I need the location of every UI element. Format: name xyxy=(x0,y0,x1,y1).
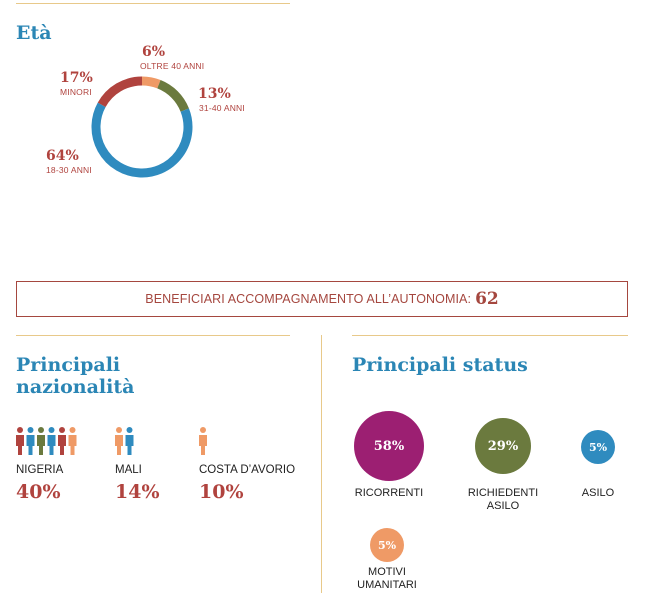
donut-slice-1 xyxy=(157,80,189,112)
age-label-18-30: 18-30 ANNI xyxy=(46,165,92,175)
status-label-richiedenti-asilo: RICHIEDENTI ASILO xyxy=(453,487,553,513)
status-circle-richiedenti-asilo: 29% xyxy=(475,418,531,474)
nationality-pct-mali: 14% xyxy=(115,481,160,503)
nationalities-heading-line1: Principali xyxy=(16,354,121,376)
age-label-pct-31-40: 13% xyxy=(198,86,231,102)
status-label-ricorrenti: RICORRENTI xyxy=(339,487,439,500)
status-pct-richiedenti-asilo: 29% xyxy=(487,438,519,454)
nationality-people-icons xyxy=(16,427,207,455)
top-rule xyxy=(16,3,290,4)
beneficiari-value: 62 xyxy=(475,289,499,309)
status-label-richiedenti-asilo-line2: ASILO xyxy=(486,500,520,512)
nationality-pct-nigeria: 40% xyxy=(16,481,61,503)
section-rule-right xyxy=(352,335,628,336)
beneficiari-label: BENEFICIARI ACCOMPAGNAMENTO ALL’AUTONOMI… xyxy=(145,292,472,306)
status-label-asilo-line1: ASILO xyxy=(581,487,615,499)
age-donut-chart xyxy=(91,76,193,178)
age-label-31-40: 31-40 ANNI xyxy=(199,103,245,113)
nationalities-heading-line2: nazionalità xyxy=(16,376,135,398)
age-heading: Età xyxy=(16,22,52,44)
nationalities-heading: Principali nazionalità xyxy=(16,354,134,398)
nationality-pct-costa-davorio: 10% xyxy=(199,481,244,503)
status-heading: Principali status xyxy=(352,354,528,376)
donut-slice-0 xyxy=(141,76,161,89)
person-icon xyxy=(26,427,35,455)
person-icon xyxy=(68,427,77,455)
status-label-motivi-umanitari-line2: UMANITARI xyxy=(357,579,417,591)
person-icon xyxy=(47,427,56,455)
age-label-pct-minori: 17% xyxy=(60,70,93,86)
status-label-motivi-umanitari: MOTIVI UMANITARI xyxy=(337,566,437,592)
status-circle-ricorrenti: 58% xyxy=(354,411,424,481)
nationality-name-nigeria: NIGERIA xyxy=(16,464,64,476)
donut-slice-3 xyxy=(97,76,143,108)
nationality-name-costa-davorio: COSTA D’AVORIO xyxy=(199,464,296,476)
nationality-name-mali: MALI xyxy=(115,464,142,476)
person-icon xyxy=(115,427,123,455)
status-label-asilo: ASILO xyxy=(568,487,628,500)
person-icon xyxy=(16,427,24,455)
donut-slice-2 xyxy=(91,102,193,178)
person-icon xyxy=(58,427,66,455)
vertical-divider xyxy=(321,335,322,593)
status-pct-asilo: 5% xyxy=(588,440,608,454)
person-icon xyxy=(199,427,207,455)
status-label-motivi-umanitari-line1: MOTIVI xyxy=(368,566,406,578)
status-pct-ricorrenti: 58% xyxy=(373,438,405,454)
status-circle-motivi-umanitari: 5% xyxy=(370,528,404,562)
section-rule-left xyxy=(16,335,290,336)
age-label-minori: MINORI xyxy=(60,87,92,97)
status-circle-asilo: 5% xyxy=(581,430,615,464)
status-label-richiedenti-asilo-line1: RICHIEDENTI xyxy=(467,487,539,499)
status-pct-motivi-umanitari: 5% xyxy=(377,538,397,552)
person-icon xyxy=(37,427,45,455)
status-label-ricorrenti-line1: RICORRENTI xyxy=(354,487,424,499)
person-icon xyxy=(125,427,134,455)
age-label-over40: OLTRE 40 ANNI xyxy=(140,61,205,71)
age-label-pct-over40: 6% xyxy=(142,44,166,60)
age-label-pct-18-30: 64% xyxy=(46,148,79,164)
beneficiari-box: BENEFICIARI ACCOMPAGNAMENTO ALL’AUTONOMI… xyxy=(16,281,628,317)
